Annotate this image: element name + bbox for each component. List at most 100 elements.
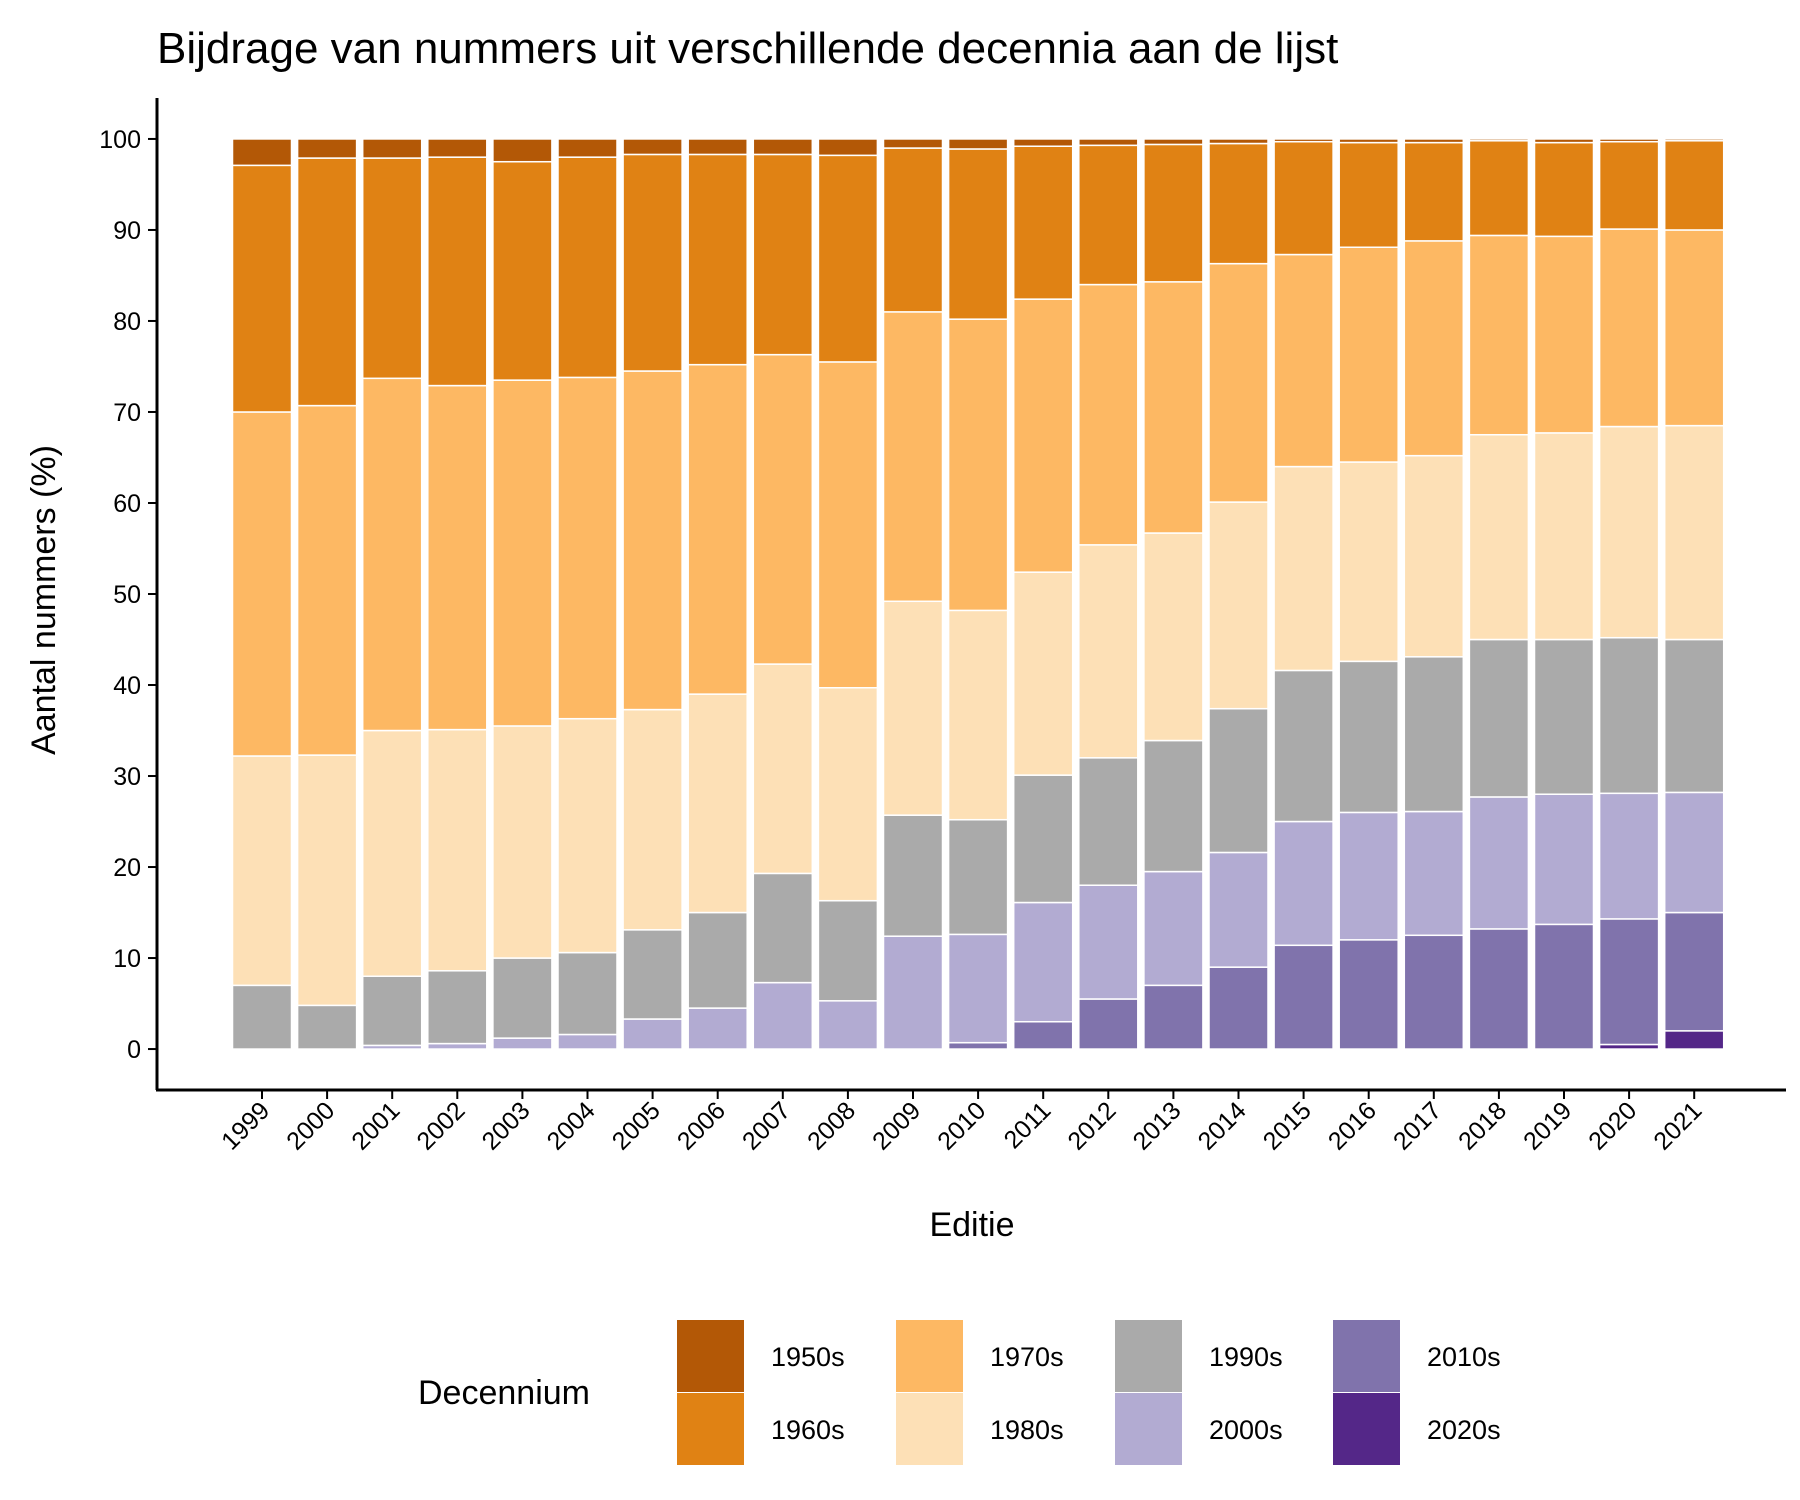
bar-segment-2008-2000s	[817, 1000, 879, 1050]
legend-label-1990s: 1990s	[1209, 1342, 1283, 1372]
bar-segment-2002-1960s	[427, 156, 488, 387]
bar-segment-2010-1980s	[947, 609, 1009, 821]
y-tick-label: 100	[99, 126, 141, 154]
bar-segment-2011-1970s	[1012, 298, 1074, 573]
bar-segment-2003-1950s	[492, 138, 553, 163]
bar-segment-2004-1960s	[557, 156, 618, 379]
bar-segment-2010-1990s	[947, 818, 1009, 936]
bar-segment-2006-1970s	[687, 363, 748, 695]
bar-segment-2018-1990s	[1468, 638, 1530, 798]
bars-layer	[231, 138, 1725, 1050]
bar-segment-2011-1980s	[1012, 571, 1074, 776]
x-tick-label: 2002	[411, 1096, 470, 1155]
bar-segment-2019-1960s	[1533, 141, 1595, 238]
bar-segment-2000-1980s	[296, 754, 358, 1007]
bar-segment-2019-2000s	[1533, 793, 1595, 926]
bar-segment-2013-1980s	[1143, 532, 1204, 742]
y-tick-label: 60	[113, 490, 141, 518]
x-tick-label: 2009	[867, 1096, 926, 1155]
bar-segment-2002-1950s	[427, 138, 488, 158]
bar-segment-2017-1960s	[1403, 141, 1465, 242]
bar-segment-2014-1960s	[1208, 142, 1269, 265]
bar-segment-1999-1950s	[231, 138, 293, 167]
bar-segment-2002-1970s	[427, 384, 488, 731]
bar-segment-2017-2000s	[1403, 810, 1465, 937]
bar-segment-2004-1970s	[557, 376, 618, 720]
legend-label-1950s: 1950s	[771, 1342, 845, 1372]
x-tick-label: 2011	[999, 1096, 1057, 1154]
bar-segment-2020-1970s	[1598, 228, 1660, 428]
x-tick-label: 2012	[1062, 1096, 1121, 1155]
bar-segment-2017-1970s	[1403, 240, 1465, 457]
bar-segment-2005-1980s	[622, 708, 683, 931]
y-tick-label: 50	[113, 581, 141, 609]
bar-segment-2000-1990s	[296, 1004, 358, 1050]
bar-segment-2013-2010s	[1143, 984, 1204, 1050]
x-tick-label: 2013	[1128, 1096, 1187, 1155]
x-tick-label: 2003	[477, 1096, 536, 1155]
bar-segment-2009-1950s	[882, 138, 944, 149]
bar-segment-2016-2010s	[1338, 939, 1399, 1050]
bar-segment-2015-2000s	[1273, 820, 1334, 947]
bar-segment-2015-1950s	[1273, 138, 1334, 143]
bar-segment-2021-1980s	[1663, 424, 1725, 641]
bar-segment-2017-2010s	[1403, 934, 1465, 1050]
y-tick-label: 90	[113, 217, 141, 245]
bar-segment-2013-2000s	[1143, 870, 1204, 987]
bar-segment-2001-1970s	[361, 377, 423, 732]
legend-swatch-1990s	[1115, 1320, 1182, 1392]
bar-segment-2012-1990s	[1078, 757, 1139, 886]
legend-title: Decennium	[418, 1374, 590, 1412]
bar-segment-2016-1960s	[1338, 141, 1399, 249]
x-axis-title: Editie	[929, 1206, 1014, 1244]
bar-segment-2002-2000s	[427, 1042, 488, 1050]
bar-segment-2019-1980s	[1533, 432, 1595, 641]
bar-segment-2001-1950s	[361, 138, 423, 159]
legend-swatch-2000s	[1115, 1393, 1182, 1465]
x-tick-label: 2018	[1453, 1096, 1512, 1155]
bar-segment-2014-2010s	[1208, 966, 1269, 1050]
x-tick-label: 2021	[1648, 1096, 1707, 1155]
bar-segment-2013-1990s	[1143, 739, 1204, 873]
bar-segment-2016-2000s	[1338, 811, 1399, 941]
bar-segment-2011-1990s	[1012, 774, 1074, 904]
bar-segment-2021-1970s	[1663, 229, 1725, 427]
bar-segment-1999-1980s	[231, 755, 293, 987]
bar-segment-2012-2010s	[1078, 998, 1139, 1050]
bar-segment-2009-1990s	[882, 814, 944, 937]
bar-segment-2001-1980s	[361, 729, 423, 977]
x-tick-label: 2019	[1518, 1096, 1577, 1155]
bar-segment-2007-1970s	[752, 353, 814, 665]
y-tick-label: 80	[113, 308, 141, 336]
bar-segment-2018-2010s	[1468, 928, 1530, 1050]
bar-segment-2014-1990s	[1208, 707, 1269, 854]
bar-segment-2020-1990s	[1598, 636, 1660, 795]
bar-segment-2012-1950s	[1078, 138, 1139, 147]
bar-segment-2014-1950s	[1208, 138, 1269, 145]
y-tick-label: 40	[113, 672, 141, 700]
bar-segment-2012-1970s	[1078, 283, 1139, 546]
bar-segment-2005-1990s	[622, 929, 683, 1020]
bar-segment-2014-2000s	[1208, 851, 1269, 968]
x-tick-label: 2015	[1258, 1096, 1317, 1155]
bar-segment-2005-1970s	[622, 370, 683, 711]
bar-segment-2006-1980s	[687, 693, 748, 914]
bar-segment-2009-1980s	[882, 600, 944, 816]
bar-segment-2008-1970s	[817, 361, 879, 689]
bar-segment-2003-1970s	[492, 379, 553, 727]
bar-segment-2014-1970s	[1208, 262, 1269, 503]
bar-segment-2010-2010s	[947, 1041, 1009, 1050]
bar-segment-2010-1970s	[947, 318, 1009, 612]
bar-segment-2008-1980s	[817, 686, 879, 902]
legend-swatch-2020s	[1333, 1393, 1400, 1465]
bar-segment-2009-1960s	[882, 147, 944, 313]
bar-segment-2006-1990s	[687, 911, 748, 1009]
bar-segment-2007-2000s	[752, 981, 814, 1050]
bar-segment-2010-2000s	[947, 933, 1009, 1044]
bar-segment-2019-1950s	[1533, 138, 1595, 144]
x-tick-label: 2008	[802, 1096, 861, 1155]
bar-segment-2017-1980s	[1403, 454, 1465, 658]
bar-segment-2021-1990s	[1663, 638, 1725, 794]
x-tick-label: 2016	[1323, 1096, 1382, 1155]
